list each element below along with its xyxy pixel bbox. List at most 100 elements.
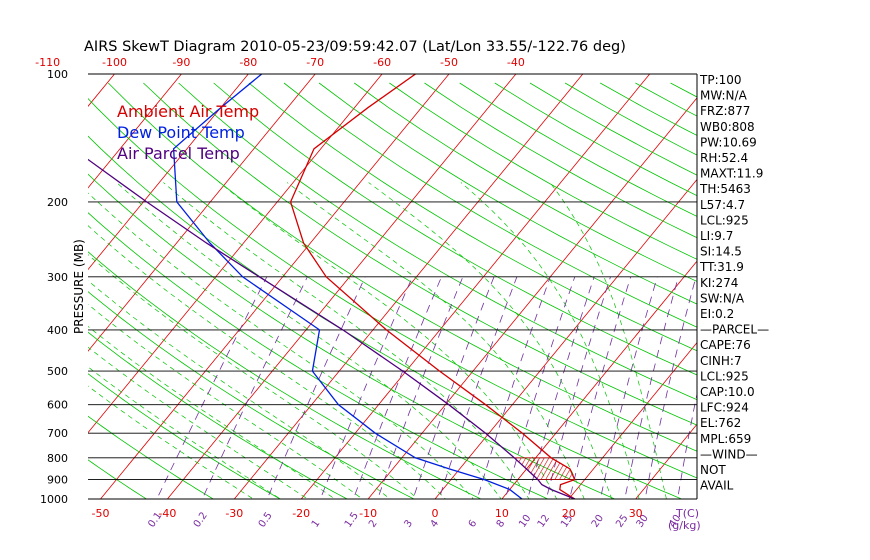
mixing-ratio-line bbox=[527, 276, 595, 499]
temp-tick-bottom: -30 bbox=[225, 507, 243, 520]
pressure-tick-label: 900 bbox=[47, 474, 68, 487]
mixing-ratio-label: 2 bbox=[367, 518, 380, 530]
mixing-ratio-label: 0.5 bbox=[257, 510, 275, 529]
pressure-tick-label: 100 bbox=[47, 68, 68, 81]
mixing-ratio-line bbox=[156, 276, 268, 499]
moist-adiabat-lines bbox=[88, 182, 667, 499]
legend: Ambient Air Temp Dew Point Temp Air Parc… bbox=[117, 102, 259, 163]
isotherm-line bbox=[568, 342, 697, 499]
axis-tick-labels: 0.1 0.2 0.5 1 1.5 2 3 4 6 8 10 12 15 20 25 30 4010020030… bbox=[35, 56, 683, 530]
isotherm-line bbox=[367, 97, 697, 499]
isotherm-line bbox=[770, 74, 870, 499]
dry-adiabat-line bbox=[88, 373, 282, 499]
temp-tick-bottom: 10 bbox=[495, 507, 509, 520]
mixing-ratio-line bbox=[599, 276, 658, 499]
isotherm-line bbox=[88, 74, 383, 434]
mixing-ratio-line bbox=[201, 276, 308, 499]
mixing-ratio-label: 8 bbox=[495, 518, 508, 530]
dry-adiabat-line bbox=[88, 415, 215, 499]
stat-item: FRZ:877 bbox=[700, 104, 750, 118]
stat-item: AVAIL bbox=[700, 479, 734, 493]
stat-item: SW:N/A bbox=[700, 291, 745, 305]
dry-adiabat-line bbox=[88, 291, 415, 499]
x-axis-label: T(C) bbox=[675, 507, 699, 520]
cape-area bbox=[513, 457, 576, 480]
mixing-ratio-line bbox=[266, 276, 366, 499]
temp-tick-bottom: 20 bbox=[562, 507, 576, 520]
pressure-tick-label: 700 bbox=[47, 427, 68, 440]
temp-tick-bottom: 30 bbox=[629, 507, 643, 520]
moist-adiabat-line bbox=[88, 254, 419, 499]
mixing-ratio-line bbox=[504, 276, 576, 499]
moist-adiabat-line bbox=[219, 182, 558, 499]
mixing-ratio-line bbox=[438, 276, 518, 499]
stat-item: —PARCEL— bbox=[700, 323, 769, 337]
legend-dewpoint: Dew Point Temp bbox=[117, 123, 245, 142]
stat-item: LCL:925 bbox=[700, 213, 749, 227]
isotherm-line bbox=[167, 74, 517, 499]
mixing-ratio-label: 1 bbox=[310, 518, 323, 530]
isotherm-line bbox=[501, 260, 697, 499]
dry-adiabat-line bbox=[88, 459, 148, 499]
pressure-gridlines bbox=[88, 74, 697, 499]
mixing-ratio-label: 12 bbox=[536, 513, 552, 530]
dry-adiabat-line bbox=[494, 82, 697, 197]
mixing-ratio-label: 3 bbox=[402, 518, 415, 530]
stat-item: KI:274 bbox=[700, 276, 738, 290]
temp-tick-top: -50 bbox=[440, 56, 458, 69]
stat-item: PW:10.69 bbox=[700, 135, 757, 149]
stat-item: RH:52.4 bbox=[700, 151, 748, 165]
dry-adiabat-line bbox=[283, 82, 697, 328]
isotherm-line bbox=[300, 74, 651, 499]
mixing-ratio-label: 20 bbox=[590, 513, 606, 530]
y-axis-label: PRESSURE (MB) bbox=[72, 239, 86, 334]
dry-adiabat-line bbox=[248, 82, 697, 352]
stat-item: TH:5463 bbox=[699, 182, 751, 196]
dry-adiabat-line bbox=[318, 82, 697, 305]
temp-tick-top: -110 bbox=[35, 56, 60, 69]
parcel-temp-line bbox=[88, 158, 576, 499]
profile-series bbox=[88, 74, 576, 499]
mixing-ratio-line bbox=[412, 276, 495, 499]
mixing-ratio-line bbox=[569, 276, 632, 499]
temp-tick-bottom: 0 bbox=[432, 507, 439, 520]
mixing-ratio-unit: (g/kg) bbox=[668, 519, 701, 532]
stat-item: TP:100 bbox=[699, 73, 742, 87]
dry-adiabat-line bbox=[88, 97, 697, 479]
stat-item: LFC:924 bbox=[700, 401, 749, 415]
temp-tick-bottom: -40 bbox=[158, 507, 176, 520]
stat-item: EI:0.2 bbox=[700, 307, 734, 321]
moist-adiabat-line bbox=[88, 325, 336, 499]
stat-item: EL:762 bbox=[700, 416, 741, 430]
temp-tick-bottom: -50 bbox=[92, 507, 110, 520]
dry-adiabat-line bbox=[88, 212, 549, 499]
moist-adiabat-line bbox=[88, 346, 309, 499]
dry-adiabat-line bbox=[459, 82, 697, 217]
legend-parcel: Air Parcel Temp bbox=[117, 144, 240, 163]
isotherm-line bbox=[88, 74, 316, 352]
mixing-ratio-line bbox=[476, 276, 551, 499]
moist-adiabat-line bbox=[88, 192, 474, 499]
temp-tick-top: -100 bbox=[102, 56, 127, 69]
mixing-ratio-lines bbox=[156, 276, 697, 499]
moist-adiabat-line bbox=[88, 303, 363, 499]
moist-adiabat-line bbox=[163, 182, 530, 499]
isotherm-line bbox=[88, 74, 182, 189]
temp-tick-top: -70 bbox=[306, 56, 324, 69]
stat-item: CAPE:76 bbox=[700, 338, 751, 352]
mixing-ratio-label: 4 bbox=[429, 518, 442, 530]
mixing-ratio-line bbox=[377, 276, 464, 499]
moist-adiabat-line bbox=[88, 225, 447, 499]
mixing-ratio-line bbox=[644, 276, 697, 499]
mixing-ratio-line bbox=[319, 276, 413, 499]
pressure-tick-label: 300 bbox=[47, 271, 68, 284]
mixing-ratio-label: 0.2 bbox=[192, 510, 210, 529]
isotherm-lines bbox=[88, 74, 870, 499]
dry-adiabat-lines bbox=[88, 82, 697, 499]
stat-item: LCL:925 bbox=[700, 369, 749, 383]
stat-item: SI:14.5 bbox=[700, 245, 742, 259]
mixing-ratio-label: 6 bbox=[467, 518, 480, 530]
pressure-tick-label: 800 bbox=[47, 452, 68, 465]
